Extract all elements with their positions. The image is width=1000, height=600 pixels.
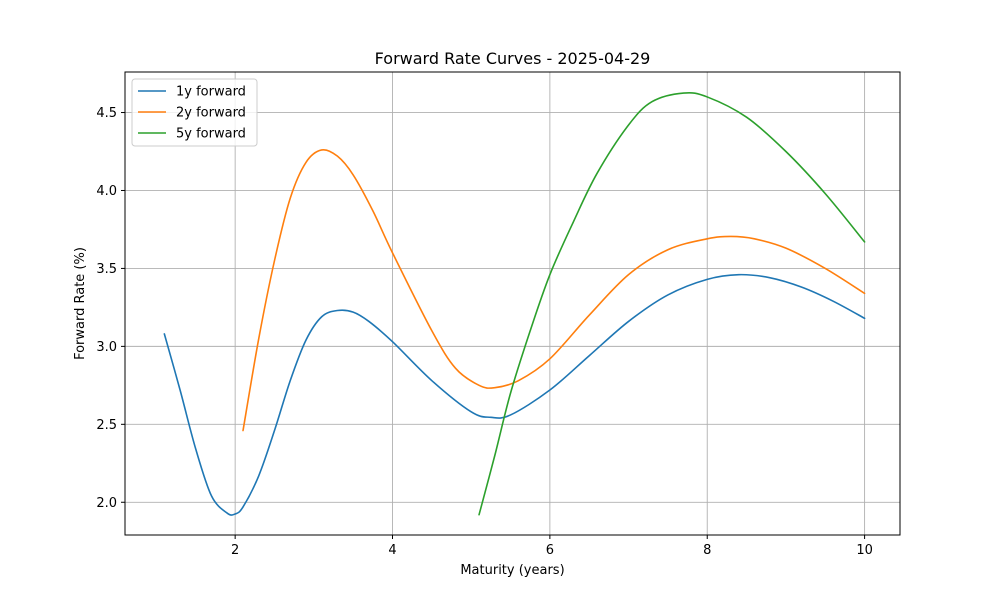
series-line-2y-forward	[242, 148, 866, 432]
y-tick-label: 2.0	[96, 496, 117, 511]
chart-title: Forward Rate Curves - 2025-04-29	[375, 49, 651, 68]
x-tick-label: 6	[546, 543, 554, 558]
axes-frame	[124, 71, 901, 536]
y-axis-ticks: 2.0 2.5 3.0 3.5 4.0 4.5	[96, 106, 125, 511]
y-tick-label: 4.5	[96, 106, 117, 121]
y-tick-label: 3.0	[96, 340, 117, 355]
x-axis-label: Maturity (years)	[460, 563, 564, 578]
grid-lines	[125, 72, 900, 535]
x-tick-label: 10	[856, 543, 873, 558]
series-line-1y-forward	[163, 273, 866, 516]
x-tick-label: 2	[231, 543, 239, 558]
legend-box	[131, 78, 258, 147]
y-axis-label: Forward Rate (%)	[73, 247, 88, 360]
x-axis-ticks: 2 4 6 8 10	[231, 535, 873, 558]
legend-label-5y-forward: 5y forward	[176, 127, 246, 142]
y-tick-label: 2.5	[96, 418, 117, 433]
x-tick-label: 4	[388, 543, 396, 558]
series-lines	[163, 91, 866, 516]
legend-label-2y-forward: 2y forward	[176, 106, 246, 121]
legend: 1y forward 2y forward 5y forward	[131, 78, 258, 147]
legend-label-1y-forward: 1y forward	[176, 85, 246, 100]
x-tick-label: 8	[703, 543, 711, 558]
y-tick-label: 3.5	[96, 262, 117, 277]
y-tick-label: 4.0	[96, 184, 117, 199]
series-line-5y-forward	[478, 91, 866, 516]
